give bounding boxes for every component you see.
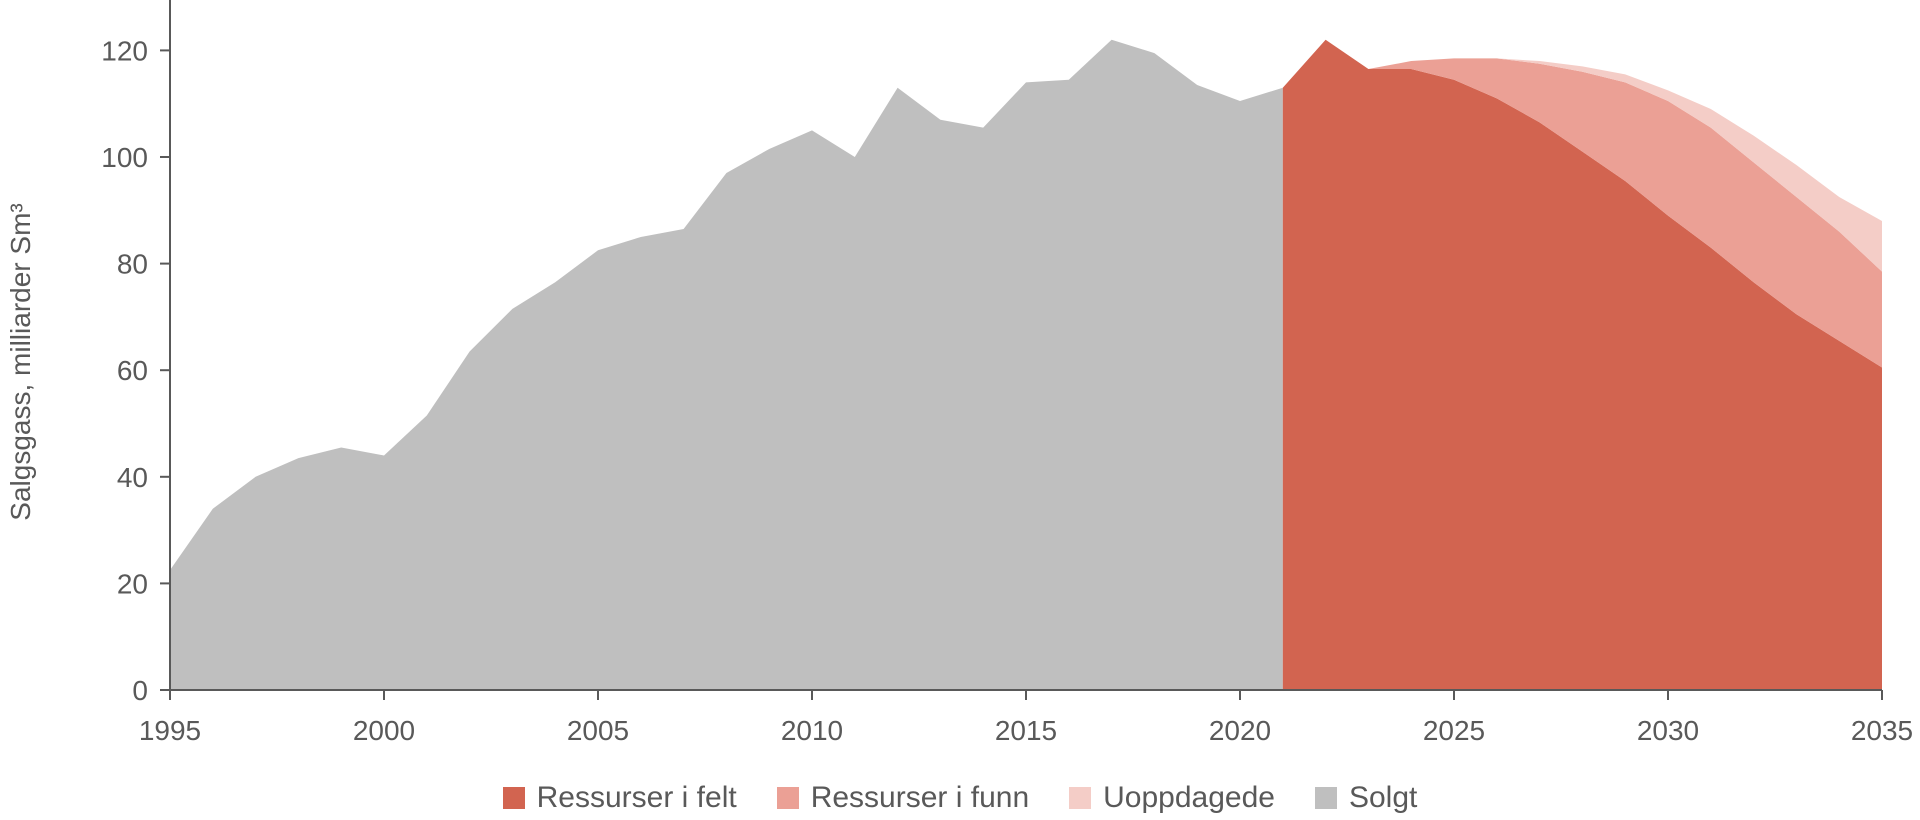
legend-swatch <box>1069 787 1092 809</box>
y-tick-label: 120 <box>101 35 148 66</box>
y-tick-label: 20 <box>117 568 148 599</box>
area-solgt <box>170 39 1283 691</box>
x-tick-label: 2010 <box>781 715 843 746</box>
y-tick-label: 40 <box>117 462 148 493</box>
legend-swatch <box>502 787 525 809</box>
x-tick-label: 2025 <box>1423 715 1485 746</box>
legend: Ressurser i felt Ressurser i funn Uoppdage… <box>0 778 1920 818</box>
area-uoppdagede <box>1282 39 1882 272</box>
legend-item-ressurser-i-funn: Ressurser i funn <box>776 781 1030 815</box>
legend-label: Ressurser i funn <box>810 781 1030 814</box>
x-tick-label: 1995 <box>139 715 201 746</box>
legend-item-solgt: Solgt <box>1314 781 1418 815</box>
legend-label: Uoppdagede <box>1103 781 1275 814</box>
x-tick-label: 2005 <box>567 715 629 746</box>
legend-swatch <box>776 787 799 809</box>
legend-swatch <box>1314 787 1337 809</box>
x-tick-label: 2020 <box>1209 715 1271 746</box>
y-tick-label: 0 <box>132 675 148 706</box>
legend-item-ressurser-i-felt: Ressurser i felt <box>502 781 737 815</box>
axes: 0 20 40 60 80 100 120 1995 2000 2005 2010 2015 2020 2… <box>101 0 1913 746</box>
y-tick-label: 100 <box>101 142 148 173</box>
x-tick-label: 2015 <box>995 715 1057 746</box>
legend-label: Solgt <box>1348 781 1418 814</box>
y-axis-title: Salgsgass, milliarder Sm³ <box>5 203 36 520</box>
plot-areas <box>170 39 1882 691</box>
y-tick-label: 80 <box>117 249 148 280</box>
x-tick-label: 2000 <box>353 715 415 746</box>
y-tick-label: 60 <box>117 355 148 386</box>
x-tick-label: 2030 <box>1637 715 1699 746</box>
legend-item-uoppdagede: Uoppdagede <box>1069 781 1275 815</box>
legend-label: Ressurser i felt <box>536 781 737 814</box>
x-tick-label: 2035 <box>1851 715 1913 746</box>
area-ressurser-i-felt <box>1282 39 1882 691</box>
area-ressurser-i-funn <box>1282 39 1882 368</box>
